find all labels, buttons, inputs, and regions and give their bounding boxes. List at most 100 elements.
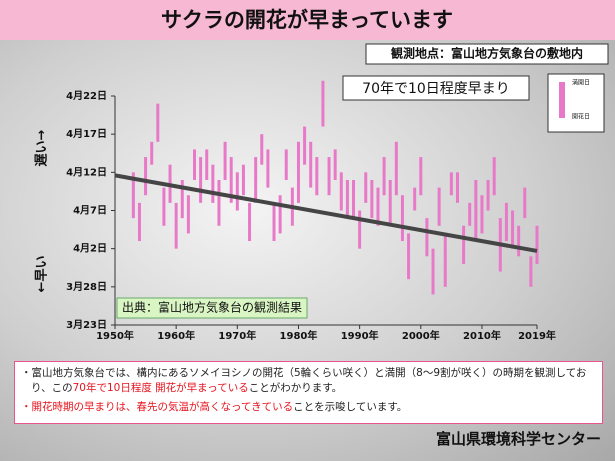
legend-top: 満開日 [572, 79, 590, 87]
bloom-bar [131, 172, 135, 219]
legend-bottom: 開花日 [572, 113, 590, 121]
location-box [365, 43, 609, 65]
bloom-bar [284, 149, 288, 180]
bloom-bar [156, 103, 160, 142]
bloom-bar [199, 157, 203, 203]
bloom-bar [162, 187, 166, 226]
bloom-bar [437, 187, 441, 226]
bloom-bar [352, 179, 356, 219]
bloom-bar [248, 202, 252, 242]
bloom-bar [229, 157, 233, 203]
location: 観測地点：富山地方気象台の敷地内 [391, 46, 583, 61]
annotation: 70年で10日程度早まり [362, 81, 510, 97]
bloom-bar [529, 256, 533, 287]
bloom-bar [260, 134, 264, 165]
y-tick-label: 3月23日 [66, 319, 107, 331]
legend-box [547, 73, 605, 133]
note-text: ことを示唆しています。 [293, 401, 408, 413]
bloom-bar [254, 157, 258, 203]
x-tick-label: 1990年 [341, 329, 379, 342]
bloom-bar [321, 80, 325, 127]
bloom-bar [382, 157, 386, 196]
y-tick-label: 4月12日 [66, 166, 107, 178]
bloom-bar [186, 195, 190, 234]
bloom-bar [474, 179, 478, 242]
bloom-bar [150, 141, 154, 165]
bloom-bar [388, 179, 392, 226]
bloom-bar [455, 172, 459, 203]
bloom-bar [376, 187, 380, 226]
bloom-bar [223, 141, 227, 180]
bloom-bar [364, 172, 368, 203]
note-text: ことがわかります。 [248, 382, 343, 394]
bloom-bar [339, 172, 343, 211]
bloom-bar [272, 202, 276, 242]
bloom-bar [296, 141, 300, 203]
x-tick-label: 1970年 [218, 329, 256, 342]
trend-line [114, 173, 538, 253]
y-label-bottom: ←早い [35, 256, 50, 293]
bloom-bar [174, 202, 178, 249]
header-band [0, 0, 615, 40]
bloom-bar [523, 187, 527, 219]
x-tick-label: 1980年 [280, 329, 318, 342]
x-tick-label: 2010年 [463, 329, 501, 342]
bloom-bar [315, 157, 319, 196]
legend-swatch [559, 82, 565, 118]
y-tick-label: 3月28日 [66, 281, 107, 293]
bloom-bar [492, 157, 496, 196]
bloom-bar [431, 248, 435, 295]
bloom-bar [407, 233, 411, 280]
title: サクラの開花が早まっています [161, 8, 453, 32]
bloom-bar [394, 141, 398, 196]
bloom-bar [425, 218, 429, 257]
annotation-box [342, 75, 530, 101]
bloom-bar [235, 172, 239, 211]
bloom-bar [333, 149, 337, 180]
bloom-bar [413, 187, 417, 211]
bloom-bar [468, 202, 472, 226]
source-box [116, 297, 308, 319]
x-tick-label: 2000年 [402, 329, 440, 342]
bloom-bar [137, 202, 141, 242]
bloom-bar [345, 179, 349, 219]
bloom-bar [511, 210, 515, 249]
bloom-bar [370, 179, 374, 219]
bloom-bar [211, 164, 215, 203]
bloom-bar [278, 195, 282, 234]
x-tick-label: 1960年 [157, 329, 195, 342]
bloom-bar [400, 195, 404, 242]
bloom-bar [309, 141, 313, 188]
bloom-bar [517, 225, 521, 257]
note-text: ・開花時期の早まりは、春先の気温が高くなってきている [21, 401, 294, 413]
bloom-bar [193, 149, 197, 180]
footer: 富山県環境科学センター [435, 430, 601, 448]
y-tick-label: 4月2日 [73, 243, 107, 255]
x-tick-label: 2019年 [518, 329, 556, 342]
notes: ・富山地方気象台では、構内にあるソメイヨシノの開花（5輪くらい咲く）と満開（8～… [14, 361, 603, 424]
bloom-bar [266, 149, 270, 188]
bloom-bar [462, 225, 466, 264]
bloom-bar [217, 179, 221, 226]
note-text: 70年で10日程度 開花が早まっている [72, 382, 249, 394]
bloom-bar [419, 157, 423, 196]
bloom-bar [443, 233, 447, 287]
bloom-bar [303, 126, 307, 165]
y-tick-label: 4月22日 [66, 90, 107, 102]
bloom-bar [535, 225, 539, 264]
source: 出典：富山地方気象台の観測結果 [122, 300, 302, 315]
bloom-bar [241, 164, 245, 196]
y-tick-label: 4月7日 [73, 205, 107, 217]
bloom-bar [180, 179, 184, 219]
y-tick-label: 4月17日 [66, 128, 107, 140]
bloom-bar [327, 157, 331, 196]
bloom-bar [486, 179, 490, 211]
y-label-top: 遅い→ [35, 129, 50, 166]
note-text: ・富山地方気象台では、構内にあるソメイヨシノの開花（5輪くらい咲く）と満開（8～… [21, 367, 587, 394]
bloom-bar [358, 210, 362, 249]
bloom-bar [504, 202, 508, 242]
bloom-bar [205, 149, 209, 180]
bloom-bar [144, 157, 148, 196]
